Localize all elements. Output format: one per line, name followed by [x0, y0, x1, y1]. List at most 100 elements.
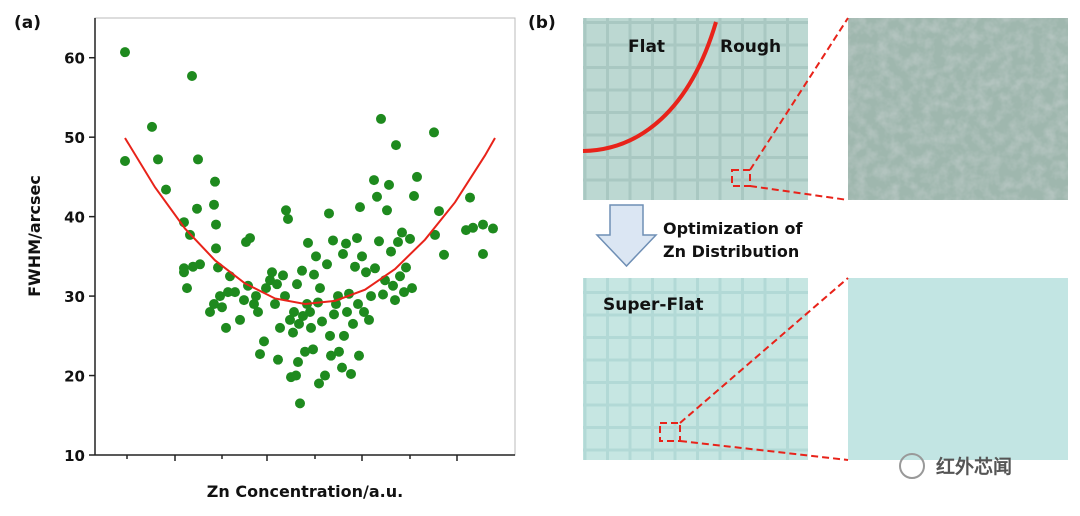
scatter-point [272, 279, 282, 290]
scatter-point [182, 283, 192, 294]
scatter-point [179, 267, 189, 278]
scatter-point [407, 283, 417, 294]
scatter-point [209, 199, 219, 210]
scatter-point [409, 190, 419, 201]
scatter-point [192, 203, 202, 214]
y-tick-label: 30 [64, 288, 85, 306]
scatter-point [315, 283, 325, 294]
scatter-point [434, 206, 444, 217]
x-axis-label: Zn Concentration/a.u. [207, 482, 403, 501]
y-tick-label: 40 [64, 209, 85, 227]
scatter-point [187, 71, 197, 82]
scatter-point [239, 295, 249, 306]
scatter-point [341, 238, 351, 249]
scatter-point [328, 235, 338, 246]
scatter-point [342, 306, 352, 317]
scatter-point [320, 370, 330, 381]
scatter-point [337, 362, 347, 373]
scatter-point [359, 306, 369, 317]
scatter-point [283, 214, 293, 225]
scatter-point [355, 202, 365, 213]
y-tick-label: 10 [64, 447, 85, 465]
scatter-point [390, 295, 400, 306]
scatter-point [305, 306, 315, 317]
scatter-point [245, 233, 255, 244]
scatter-point [338, 248, 348, 259]
scatter-point [352, 233, 362, 244]
scatter-point [120, 47, 130, 58]
zoom-flat [848, 278, 1068, 460]
panel-label: (b) [528, 13, 556, 33]
scatter-point [397, 227, 407, 238]
y-axis-label: FWHM/arcsec [25, 175, 44, 297]
image-label: Flat [628, 37, 665, 57]
scatter-point [314, 378, 324, 389]
zoom-texture [848, 18, 1068, 200]
scatter-point [253, 306, 263, 317]
scatter-point [348, 318, 358, 329]
scatter-point [329, 309, 339, 320]
scatter-point [280, 291, 290, 302]
scatter-point [120, 156, 130, 167]
scatter-point [289, 306, 299, 317]
scatter-point [294, 318, 304, 329]
scatter-point [374, 236, 384, 247]
scatter-point [378, 289, 388, 300]
scatter-point [251, 291, 261, 302]
y-tick-label: 50 [64, 129, 85, 147]
scatter-point [325, 330, 335, 341]
scatter-point [324, 208, 334, 219]
scatter-point [297, 265, 307, 276]
scatter-point [388, 280, 398, 291]
scatter-point [364, 314, 374, 325]
scatter-point [384, 179, 394, 190]
scatter-point [211, 243, 221, 254]
arrow-text: Zn Distribution [663, 242, 799, 261]
image-super-flat [583, 278, 808, 460]
scatter-point [285, 314, 295, 325]
scatter-point [278, 270, 288, 281]
scatter-point [478, 219, 488, 230]
scatter-point [223, 287, 233, 298]
scatter-point [412, 171, 422, 182]
arrow-text: Optimization of [663, 219, 804, 238]
scatter-point [213, 262, 223, 273]
scatter-point [205, 306, 215, 317]
scatter-point [275, 322, 285, 333]
scatter-point [354, 350, 364, 361]
scatter-point [339, 330, 349, 341]
image-rough [583, 18, 808, 200]
scatter-point [292, 279, 302, 290]
panel-label: (a) [14, 13, 41, 33]
scatter-point [366, 291, 376, 302]
scatter-point [395, 271, 405, 282]
scatter-point [322, 259, 332, 270]
scatter-point [210, 176, 220, 187]
scatter-point [295, 398, 305, 409]
scatter-point [357, 251, 367, 262]
scatter-point [439, 249, 449, 260]
scatter-point [308, 344, 318, 355]
scatter-point [293, 357, 303, 368]
scatter-point [259, 336, 269, 347]
scatter-point [230, 287, 240, 298]
scatter-point [369, 175, 379, 186]
y-tick-label: 60 [64, 50, 85, 68]
scatter-point [195, 259, 205, 270]
fit-line [124, 137, 496, 306]
scatter-point [300, 346, 310, 357]
scatter-point [401, 262, 411, 273]
scatter-point [478, 248, 488, 259]
scatter-point [288, 327, 298, 338]
scatter-point [334, 346, 344, 357]
scatter-point [255, 349, 265, 360]
watermark: 红外芯闻 [936, 455, 1012, 478]
scatter-point [405, 233, 415, 244]
scatter-point [399, 287, 409, 298]
scatter-point [193, 154, 203, 165]
scatter-point [270, 299, 280, 310]
scatter-point [350, 261, 360, 272]
scatter-point [235, 314, 245, 325]
scatter-point [370, 263, 380, 274]
